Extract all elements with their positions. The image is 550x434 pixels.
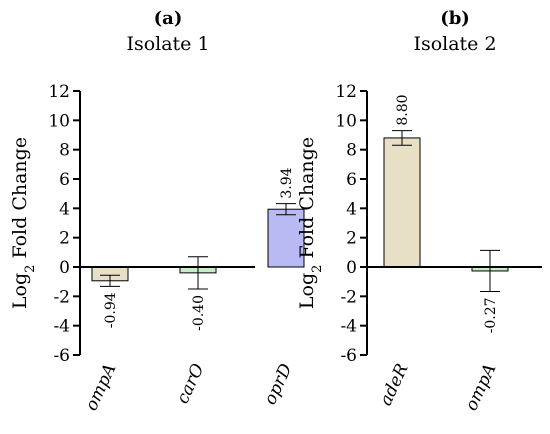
y-tick-label: 0	[59, 258, 70, 278]
data-label: -0.94	[103, 292, 119, 328]
y-tick-label: 6	[346, 170, 357, 190]
x-category-label: ompA	[81, 361, 120, 414]
y-tick-label: 8	[346, 141, 357, 161]
y-tick-label: -6	[53, 346, 70, 366]
y-axis-label-subscript: 2	[23, 265, 38, 273]
x-category-label: carO	[173, 361, 209, 407]
y-axis-label: Log2 Fold Change	[9, 137, 38, 309]
data-label: 8.80	[395, 94, 411, 125]
bar	[383, 137, 421, 268]
x-category-label: ompA	[461, 361, 500, 414]
y-tick-label: 6	[59, 170, 70, 190]
y-tick-label: 0	[346, 258, 357, 278]
data-label: -0.40	[191, 295, 207, 331]
y-axis-label-base: Log	[296, 273, 318, 309]
panel-title: Isolate 1	[126, 33, 209, 55]
x-category-label: oprD	[260, 360, 296, 408]
y-tick-label: 2	[59, 229, 70, 249]
y-tick-label: 4	[59, 199, 70, 219]
y-axis-label-rest: Fold Change	[296, 137, 318, 265]
y-tick-label: 12	[48, 82, 70, 102]
y-axis-label: Log2 Fold Change	[296, 137, 325, 309]
y-tick-label: -6	[340, 346, 357, 366]
y-axis-label-rest: Fold Change	[9, 137, 31, 265]
y-tick-label: 10	[335, 111, 357, 131]
y-tick-label: 12	[335, 82, 357, 102]
data-label: 3.94	[279, 167, 295, 198]
panel-label: (a)	[154, 8, 183, 29]
panel-title: Isolate 2	[413, 33, 496, 55]
bar	[267, 208, 305, 268]
panel-label: (b)	[440, 8, 470, 29]
y-tick-label: 4	[346, 199, 357, 219]
y-tick-label: 2	[346, 229, 357, 249]
y-tick-label: -2	[53, 287, 70, 307]
y-tick-label: -4	[53, 317, 70, 337]
x-category-label: adeR	[376, 360, 413, 408]
y-tick-label: -2	[340, 287, 357, 307]
y-tick-label: 8	[59, 141, 70, 161]
data-label: -0.27	[483, 297, 499, 333]
y-tick-label: -4	[340, 317, 357, 337]
y-tick-label: 10	[48, 111, 70, 131]
y-axis-label-base: Log	[9, 273, 31, 309]
y-axis-label-subscript: 2	[310, 265, 325, 273]
